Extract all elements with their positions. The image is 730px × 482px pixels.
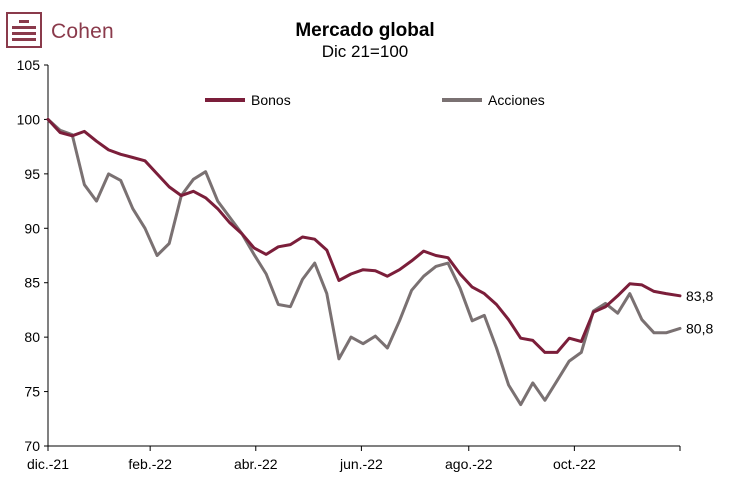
y-tick-label: 85 — [24, 275, 40, 291]
y-tick-label: 95 — [24, 166, 40, 182]
cohen-logo: Cohen — [6, 12, 136, 48]
chart-subtitle: Dic 21=100 — [321, 42, 409, 61]
x-tick-label: abr.-22 — [234, 456, 278, 472]
y-tick-label: 80 — [24, 329, 40, 345]
end-label-bonos: 83,8 — [686, 288, 713, 304]
x-tick-label: dic.-21 — [27, 456, 69, 472]
y-tick-label: 75 — [24, 384, 40, 400]
y-tick-label: 90 — [24, 220, 40, 236]
legend-label-bonos: Bonos — [251, 92, 291, 108]
x-tick-label: oct.-22 — [553, 456, 596, 472]
end-label-acciones: 80,8 — [686, 320, 713, 336]
cohen-logo-icon — [6, 12, 42, 48]
y-tick-label: 100 — [17, 111, 41, 127]
brand-name: Cohen — [51, 20, 114, 43]
x-tick-label: ago.-22 — [445, 456, 493, 472]
legend-label-acciones: Acciones — [488, 92, 545, 108]
y-tick-label: 70 — [24, 438, 40, 454]
y-tick-label: 105 — [17, 57, 41, 73]
series-line-acciones — [46, 117, 682, 407]
chart-title: Mercado global — [295, 20, 435, 41]
x-tick-label: feb.-22 — [128, 456, 172, 472]
series-line-bonos — [46, 117, 682, 354]
x-tick-label: jun.-22 — [339, 456, 383, 472]
